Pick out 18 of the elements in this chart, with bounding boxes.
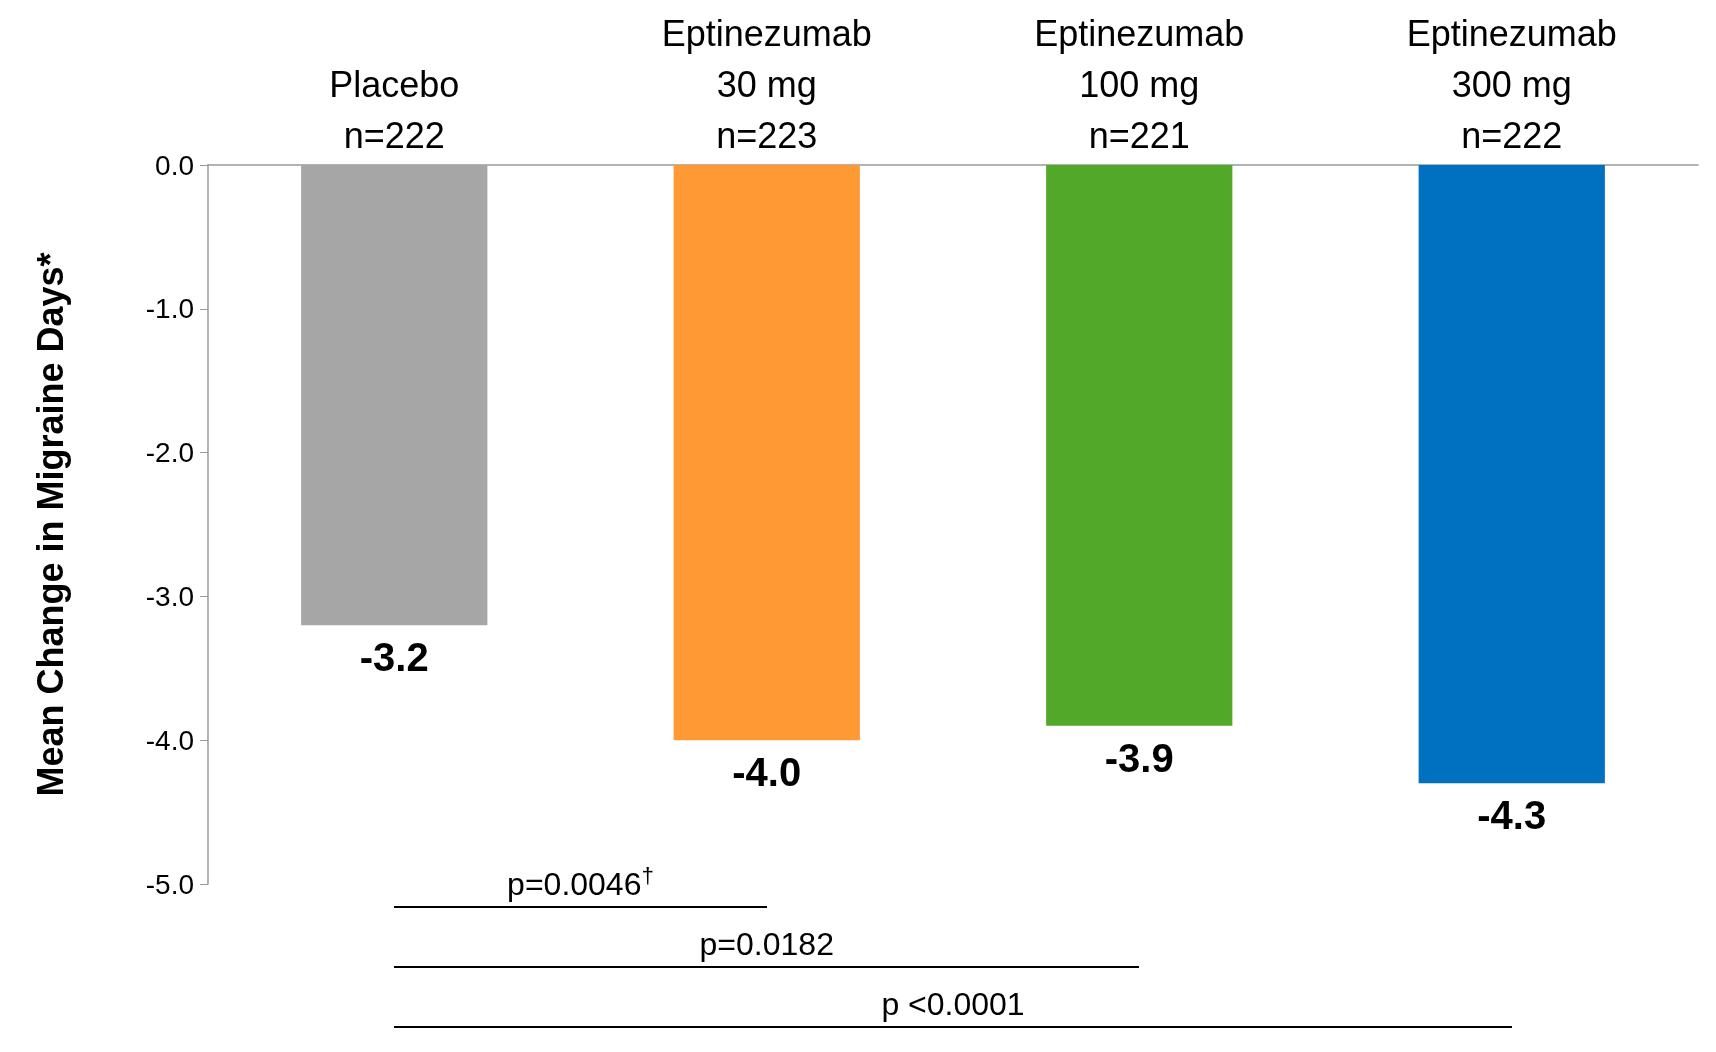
data-label: -3.9	[1104, 735, 1174, 780]
x-tick-label: Eptinezumab 30 mg n=223	[661, 13, 872, 156]
x-tick-label: Eptinezumab 100 mg n=221	[1034, 13, 1245, 156]
y-tick-label: -1.0	[145, 293, 194, 325]
y-tick-label: -3.0	[145, 580, 194, 612]
data-label: -4.0	[732, 750, 802, 795]
text: p=0.0182	[698, 926, 835, 962]
y-axis-title: Mean Change in Migraine Days*	[29, 252, 71, 797]
y-tick-label: 0.0	[155, 149, 194, 181]
y-tick-label: -2.0	[145, 437, 194, 469]
y-tick-label: -5.0	[145, 868, 194, 900]
annotation: p=0.0046$^{†}$	[506, 863, 655, 902]
data-label: -3.2	[359, 635, 429, 680]
data-label: -4.3	[1477, 793, 1547, 838]
x-tick-label: Placebo n=222	[329, 64, 460, 156]
y-tick-label: -4.0	[145, 724, 194, 756]
x-tick-label: Eptinezumab 300 mg n=222	[1406, 13, 1617, 156]
text: p <0.0001	[880, 986, 1026, 1022]
